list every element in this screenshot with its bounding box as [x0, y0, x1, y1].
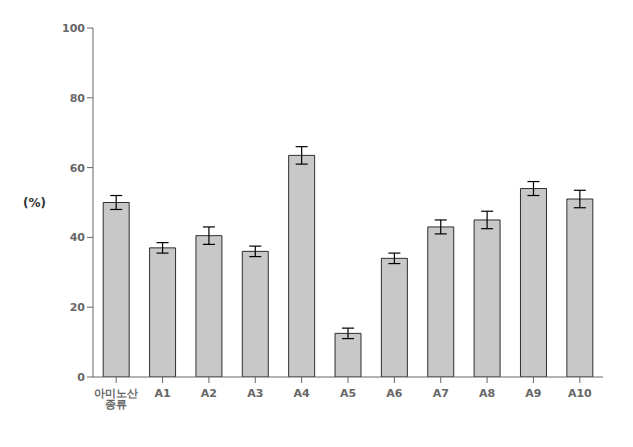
svg-text:20: 20 — [70, 301, 86, 314]
svg-text:A6: A6 — [386, 387, 403, 400]
svg-text:40: 40 — [70, 231, 86, 244]
svg-text:A2: A2 — [201, 387, 217, 400]
svg-text:A5: A5 — [340, 387, 356, 400]
svg-text:A1: A1 — [154, 387, 170, 400]
svg-text:A4: A4 — [294, 387, 311, 400]
svg-text:60: 60 — [70, 162, 86, 175]
svg-text:A8: A8 — [479, 387, 495, 400]
svg-text:100: 100 — [62, 22, 85, 35]
svg-text:A10: A10 — [568, 387, 592, 400]
svg-text:A7: A7 — [433, 387, 449, 400]
svg-text:(%): (%) — [23, 196, 46, 210]
svg-text:A3: A3 — [247, 387, 263, 400]
svg-text:80: 80 — [70, 92, 86, 105]
svg-text:0: 0 — [77, 371, 85, 384]
svg-text:아미노산종류: 아미노산종류 — [94, 387, 138, 411]
svg-text:A9: A9 — [525, 387, 541, 400]
